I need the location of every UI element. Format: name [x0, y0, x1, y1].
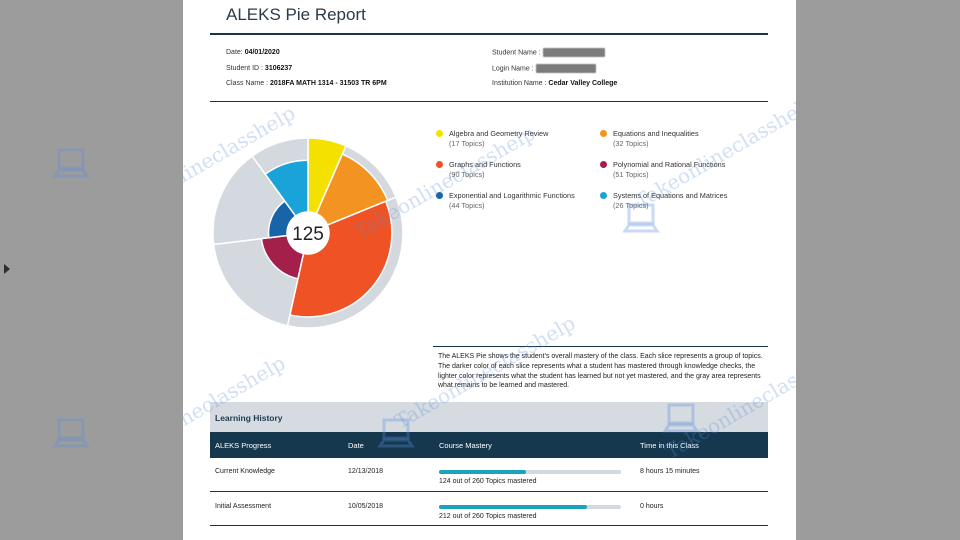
table-header: ALEKS Progress Date Course Mastery Time …: [210, 432, 768, 458]
column-header-mastery: Course Mastery: [439, 441, 492, 450]
class-name-info: Class Name : 2018FA MATH 1314 - 31503 TR…: [226, 80, 387, 87]
progress-cell: Initial Assessment: [215, 503, 272, 510]
mastery-text: 212 out of 260 Topics mastered: [439, 513, 537, 520]
info-divider: [210, 101, 768, 102]
student-id-info: Student ID : 3106237: [226, 65, 293, 72]
watermark-laptop-icon: [52, 418, 90, 448]
watermark-laptop-icon: [662, 403, 700, 433]
legend-item-graphs: Graphs and Functions (90 Topics): [436, 160, 521, 180]
login-name-info: Login Name :: [492, 64, 596, 73]
time-cell: 0 hours: [640, 503, 664, 510]
student-name-info: Student Name :: [492, 48, 605, 57]
redacted-login-name: [535, 64, 596, 73]
time-cell: 8 hours 15 minutes: [640, 468, 700, 475]
column-header-progress: ALEKS Progress: [215, 441, 272, 450]
watermark-laptop-icon: [52, 148, 90, 178]
legend-dot-icon: [436, 130, 443, 137]
date-cell: 12/13/2018: [348, 468, 384, 475]
learning-history-title: Learning History: [215, 413, 283, 423]
title-divider: [210, 33, 768, 35]
class-name-value: 2018FA MATH 1314 - 31503 TR 6PM: [269, 80, 387, 87]
watermark-laptop-icon: [622, 203, 660, 233]
table-row: Current Knowledge 12/13/2018 124 out of …: [210, 458, 768, 492]
pie-center-value: 125: [292, 224, 324, 245]
legend-dot-icon: [600, 161, 607, 168]
legend-item-exponential: Exponential and Logarithmic Functions (4…: [436, 191, 575, 211]
learning-history-header: Learning History: [210, 402, 768, 432]
date-cell: 10/05/2018: [348, 503, 384, 510]
legend-dot-icon: [600, 130, 607, 137]
column-header-date: Date: [348, 441, 364, 450]
mastery-text: 124 out of 260 Topics mastered: [439, 478, 537, 485]
legend-item-algebra: Algebra and Geometry Review (17 Topics): [436, 129, 548, 149]
pie-description: The ALEKS Pie shows the student's overal…: [433, 346, 768, 391]
date-value: 04/01/2020: [244, 49, 280, 56]
institution-info: Institution Name : Cedar Valley College: [492, 80, 618, 87]
legend-dot-icon: [600, 192, 607, 199]
legend-item-systems: Systems of Equations and Matrices (26 To…: [600, 191, 727, 211]
page-title: ALEKS Pie Report: [226, 5, 366, 24]
date-info: Date: 04/01/2020: [226, 49, 280, 56]
pie-center: [287, 212, 329, 254]
progress-cell: Current Knowledge: [215, 468, 275, 475]
mastery-progress-bar: [439, 505, 621, 509]
mastery-progress-fill: [439, 470, 526, 474]
institution-value: Cedar Valley College: [548, 80, 618, 87]
watermark-laptop-icon: [377, 418, 415, 448]
table-row: Initial Assessment 10/05/2018 212 out of…: [210, 492, 768, 526]
student-id-value: 3106237: [264, 65, 293, 72]
pie-slice-mastered: [289, 200, 393, 318]
collapse-arrow-icon[interactable]: [4, 264, 10, 274]
legend-dot-icon: [436, 161, 443, 168]
legend-item-equations: Equations and Inequalities (32 Topics): [600, 129, 699, 149]
legend-item-polynomial: Polynomial and Rational Functions (51 To…: [600, 160, 725, 180]
aleks-pie-chart: 125: [213, 137, 404, 329]
column-header-time: Time in this Class: [640, 441, 699, 450]
legend-dot-icon: [436, 192, 443, 199]
redacted-student-name: [542, 48, 605, 57]
mastery-progress-bar: [439, 470, 621, 474]
report-page: ALEKS Pie Report Date: 04/01/2020 Studen…: [183, 0, 796, 540]
mastery-progress-fill: [439, 505, 588, 509]
